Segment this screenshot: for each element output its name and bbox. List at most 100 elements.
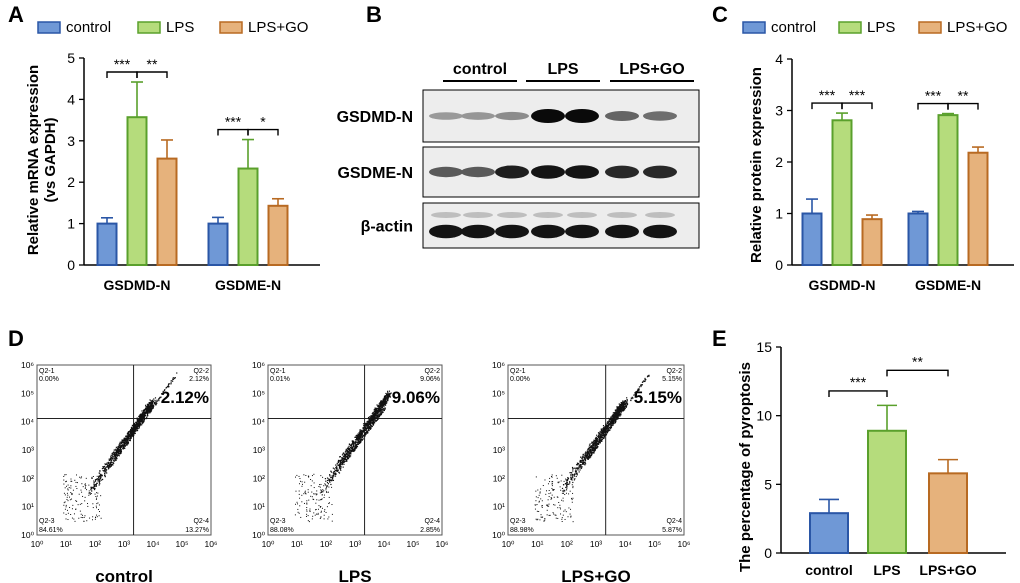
scatter-point — [382, 408, 385, 410]
scatter-point — [115, 457, 117, 459]
scatter-point — [579, 467, 581, 469]
scatter-point — [385, 402, 387, 404]
scatter-point — [376, 408, 378, 410]
scatter-point — [331, 477, 334, 479]
scatter-point — [378, 410, 380, 412]
scatter-point — [137, 419, 139, 421]
panel-label-c: C — [712, 2, 728, 27]
scatter-point — [544, 479, 546, 481]
scatter-point — [324, 478, 327, 480]
scatter-point — [378, 415, 380, 418]
scatter-point — [359, 434, 361, 436]
scatter-point — [133, 428, 136, 430]
scatter-point — [587, 448, 589, 450]
scatter-point — [73, 518, 75, 520]
scatter-point — [320, 491, 323, 493]
scatter-point — [79, 476, 81, 478]
scatter-point — [162, 390, 164, 393]
scatter-point — [74, 520, 76, 522]
scatter-point — [130, 436, 132, 438]
scatter-point — [131, 435, 134, 437]
scatter-point — [373, 411, 375, 413]
scatter-point — [349, 452, 351, 454]
scatter-point — [584, 461, 586, 464]
scatter-point — [336, 470, 338, 472]
scatter-point — [128, 432, 130, 435]
scatter-point — [592, 447, 594, 449]
scatter-point — [361, 432, 364, 434]
scatter-point — [355, 435, 357, 437]
scatter-point — [598, 436, 600, 438]
scatter-point — [575, 464, 578, 466]
scatter-point — [355, 445, 357, 448]
scatter-point — [371, 425, 373, 428]
scatter-point — [96, 516, 98, 518]
scatter-point — [581, 456, 583, 458]
scatter-point — [74, 479, 76, 481]
scatter-point — [368, 418, 370, 420]
scatter-point — [616, 406, 618, 408]
scatter-point — [377, 413, 379, 415]
scatter-point — [333, 473, 335, 475]
scatter-point — [346, 456, 349, 458]
scatter-point — [310, 478, 312, 480]
scatter-point — [345, 458, 347, 461]
scatter-point — [362, 438, 364, 440]
scatter-point — [99, 475, 101, 478]
scatter-point — [371, 417, 373, 420]
scatter-point — [612, 417, 614, 419]
scatter-point — [122, 445, 124, 447]
scatter-point — [137, 427, 139, 430]
scatter-point — [371, 417, 373, 419]
scatter-point — [376, 404, 378, 406]
scatter-point — [536, 510, 538, 512]
scatter-point — [544, 518, 546, 520]
scatter-point — [131, 424, 134, 426]
y-tick-label: 10³ — [22, 445, 34, 455]
scatter-point — [110, 454, 112, 456]
scatter-point — [597, 443, 599, 445]
scatter-point — [81, 476, 83, 478]
bar — [156, 157, 178, 267]
scatter-point — [131, 426, 133, 428]
scatter-point — [553, 504, 555, 506]
scatter-point — [65, 518, 67, 520]
panel-label-e: E — [712, 326, 727, 351]
scatter-point — [633, 394, 635, 396]
scatter-point — [328, 516, 330, 518]
scatter-point — [123, 447, 126, 449]
scatter-point — [127, 442, 129, 444]
scatter-point — [137, 417, 139, 420]
scatter-point — [362, 431, 364, 433]
scatter-point — [152, 400, 154, 402]
scatter-point — [585, 457, 587, 459]
scatter-point — [121, 445, 123, 447]
scatter-point — [551, 494, 553, 496]
scatter-point — [590, 454, 593, 457]
scatter-point — [122, 448, 125, 450]
scatter-point — [386, 397, 388, 399]
scatter-point — [599, 437, 601, 439]
scatter-point — [612, 421, 614, 423]
scatter-point — [586, 456, 588, 458]
scatter-point — [337, 461, 339, 463]
scatter-point — [616, 408, 618, 410]
scatter-point — [626, 397, 628, 399]
scatter-point — [122, 440, 124, 442]
scatter-point — [305, 493, 307, 495]
scatter-point — [380, 408, 382, 411]
scatter-point — [84, 515, 86, 517]
scatter-point — [382, 399, 385, 402]
scatter-point — [560, 513, 562, 515]
scatter-point — [579, 469, 581, 471]
scatter-point — [351, 440, 353, 442]
scatter-point — [73, 513, 75, 515]
scatter-point — [298, 493, 300, 495]
scatter-point — [379, 404, 381, 406]
scatter-point — [115, 449, 117, 452]
scatter-point — [109, 463, 112, 466]
scatter-point — [110, 464, 112, 467]
scatter-point — [598, 440, 600, 442]
scatter-point — [614, 410, 617, 412]
scatter-point — [132, 435, 134, 438]
